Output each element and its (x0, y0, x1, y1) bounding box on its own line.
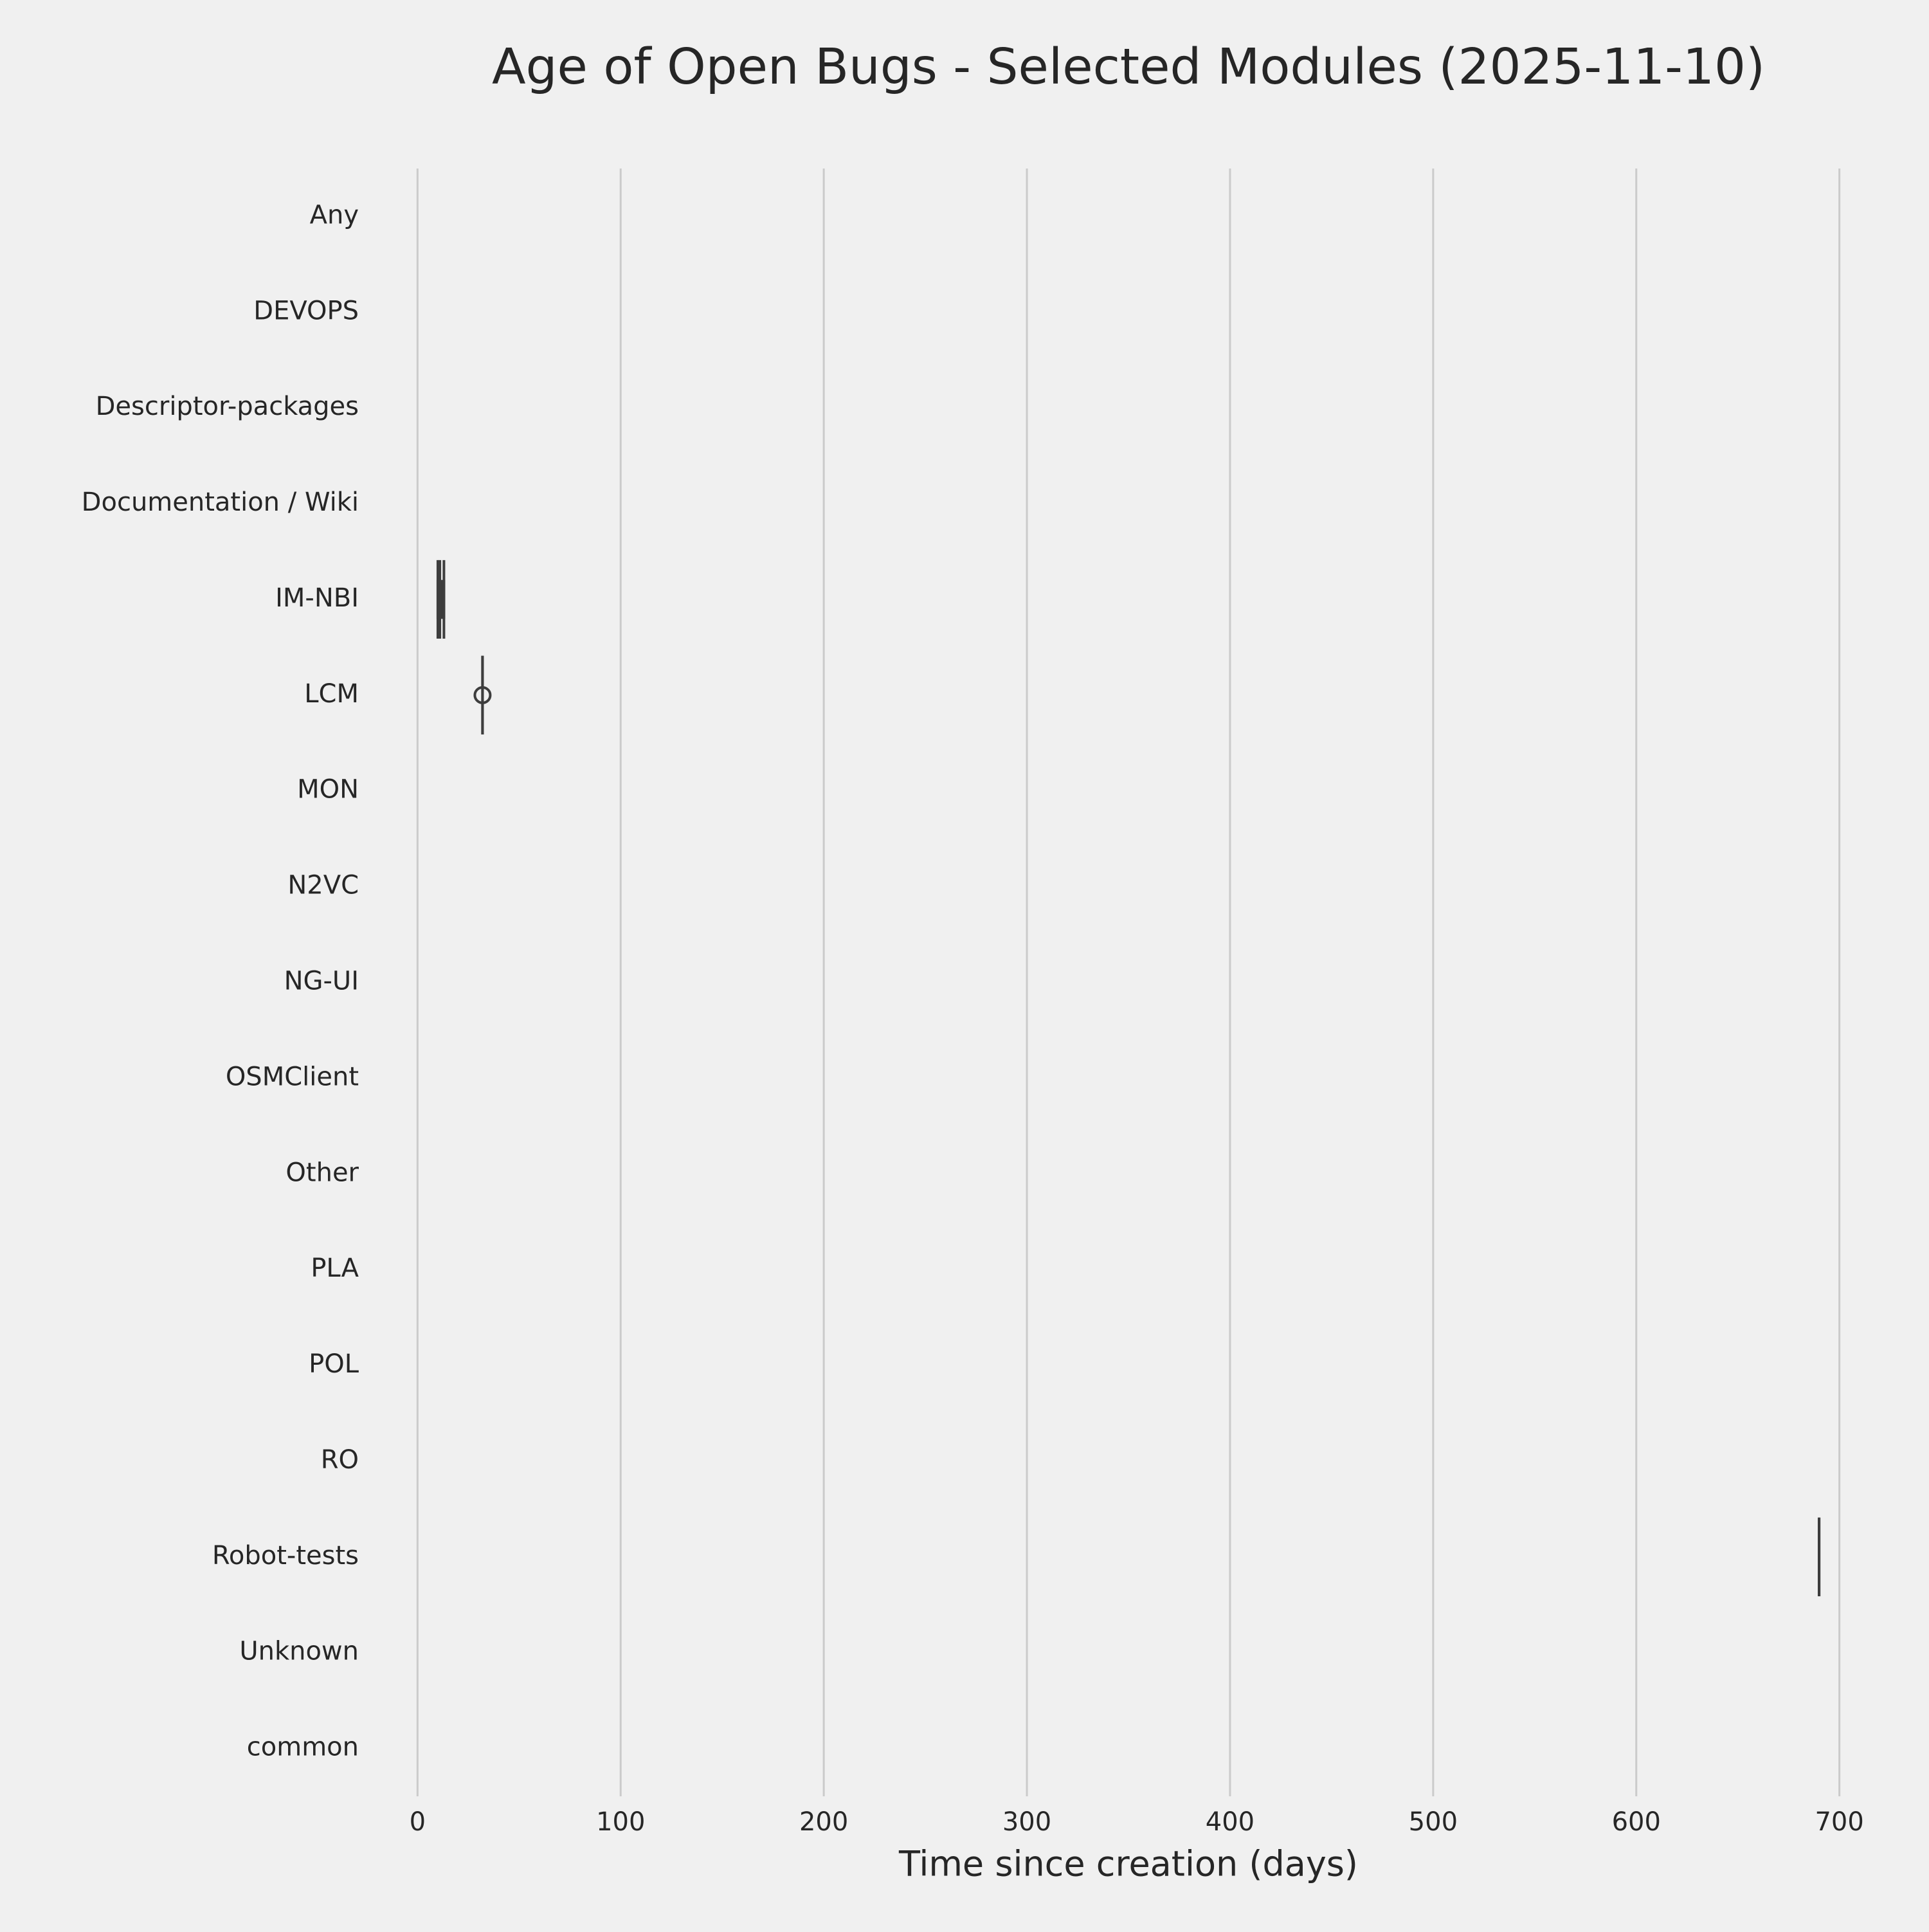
y-tick-label: Robot-tests (212, 1541, 359, 1571)
y-tick-label: PLA (311, 1253, 359, 1283)
y-tick-label: Descriptor-packages (96, 392, 359, 421)
y-tick-label: N2VC (287, 871, 359, 900)
y-tick-label: common (247, 1733, 359, 1762)
y-tick-label: RO (321, 1445, 359, 1475)
x-tick-label: 700 (1815, 1807, 1863, 1837)
x-axis-label: Time since creation (days) (898, 1844, 1358, 1884)
y-tick-label: NG-UI (284, 967, 359, 996)
x-tick-label: 200 (799, 1807, 848, 1837)
y-tick-label: POL (309, 1349, 359, 1379)
y-tick-label: Other (285, 1158, 359, 1187)
x-tick-label: 400 (1206, 1807, 1254, 1837)
chart-title: Age of Open Bugs - Selected Modules (202… (492, 39, 1765, 96)
y-tick-label: Any (310, 200, 359, 230)
y-tick-label: Documentation / Wiki (82, 488, 359, 517)
flier (473, 686, 492, 704)
y-tick-label: MON (297, 775, 359, 805)
y-tick-label: IM-NBI (275, 583, 359, 613)
y-tick-label: LCM (304, 679, 359, 709)
y-tick-label: OSMClient (226, 1062, 359, 1091)
y-tick-label: DEVOPS (253, 296, 359, 325)
x-tick-label: 0 (410, 1807, 426, 1837)
y-tick-label: Unknown (239, 1637, 359, 1666)
x-tick-label: 500 (1409, 1807, 1458, 1837)
x-tick-label: 600 (1612, 1807, 1661, 1837)
x-tick-label: 100 (596, 1807, 645, 1837)
x-tick-label: 300 (1002, 1807, 1051, 1837)
